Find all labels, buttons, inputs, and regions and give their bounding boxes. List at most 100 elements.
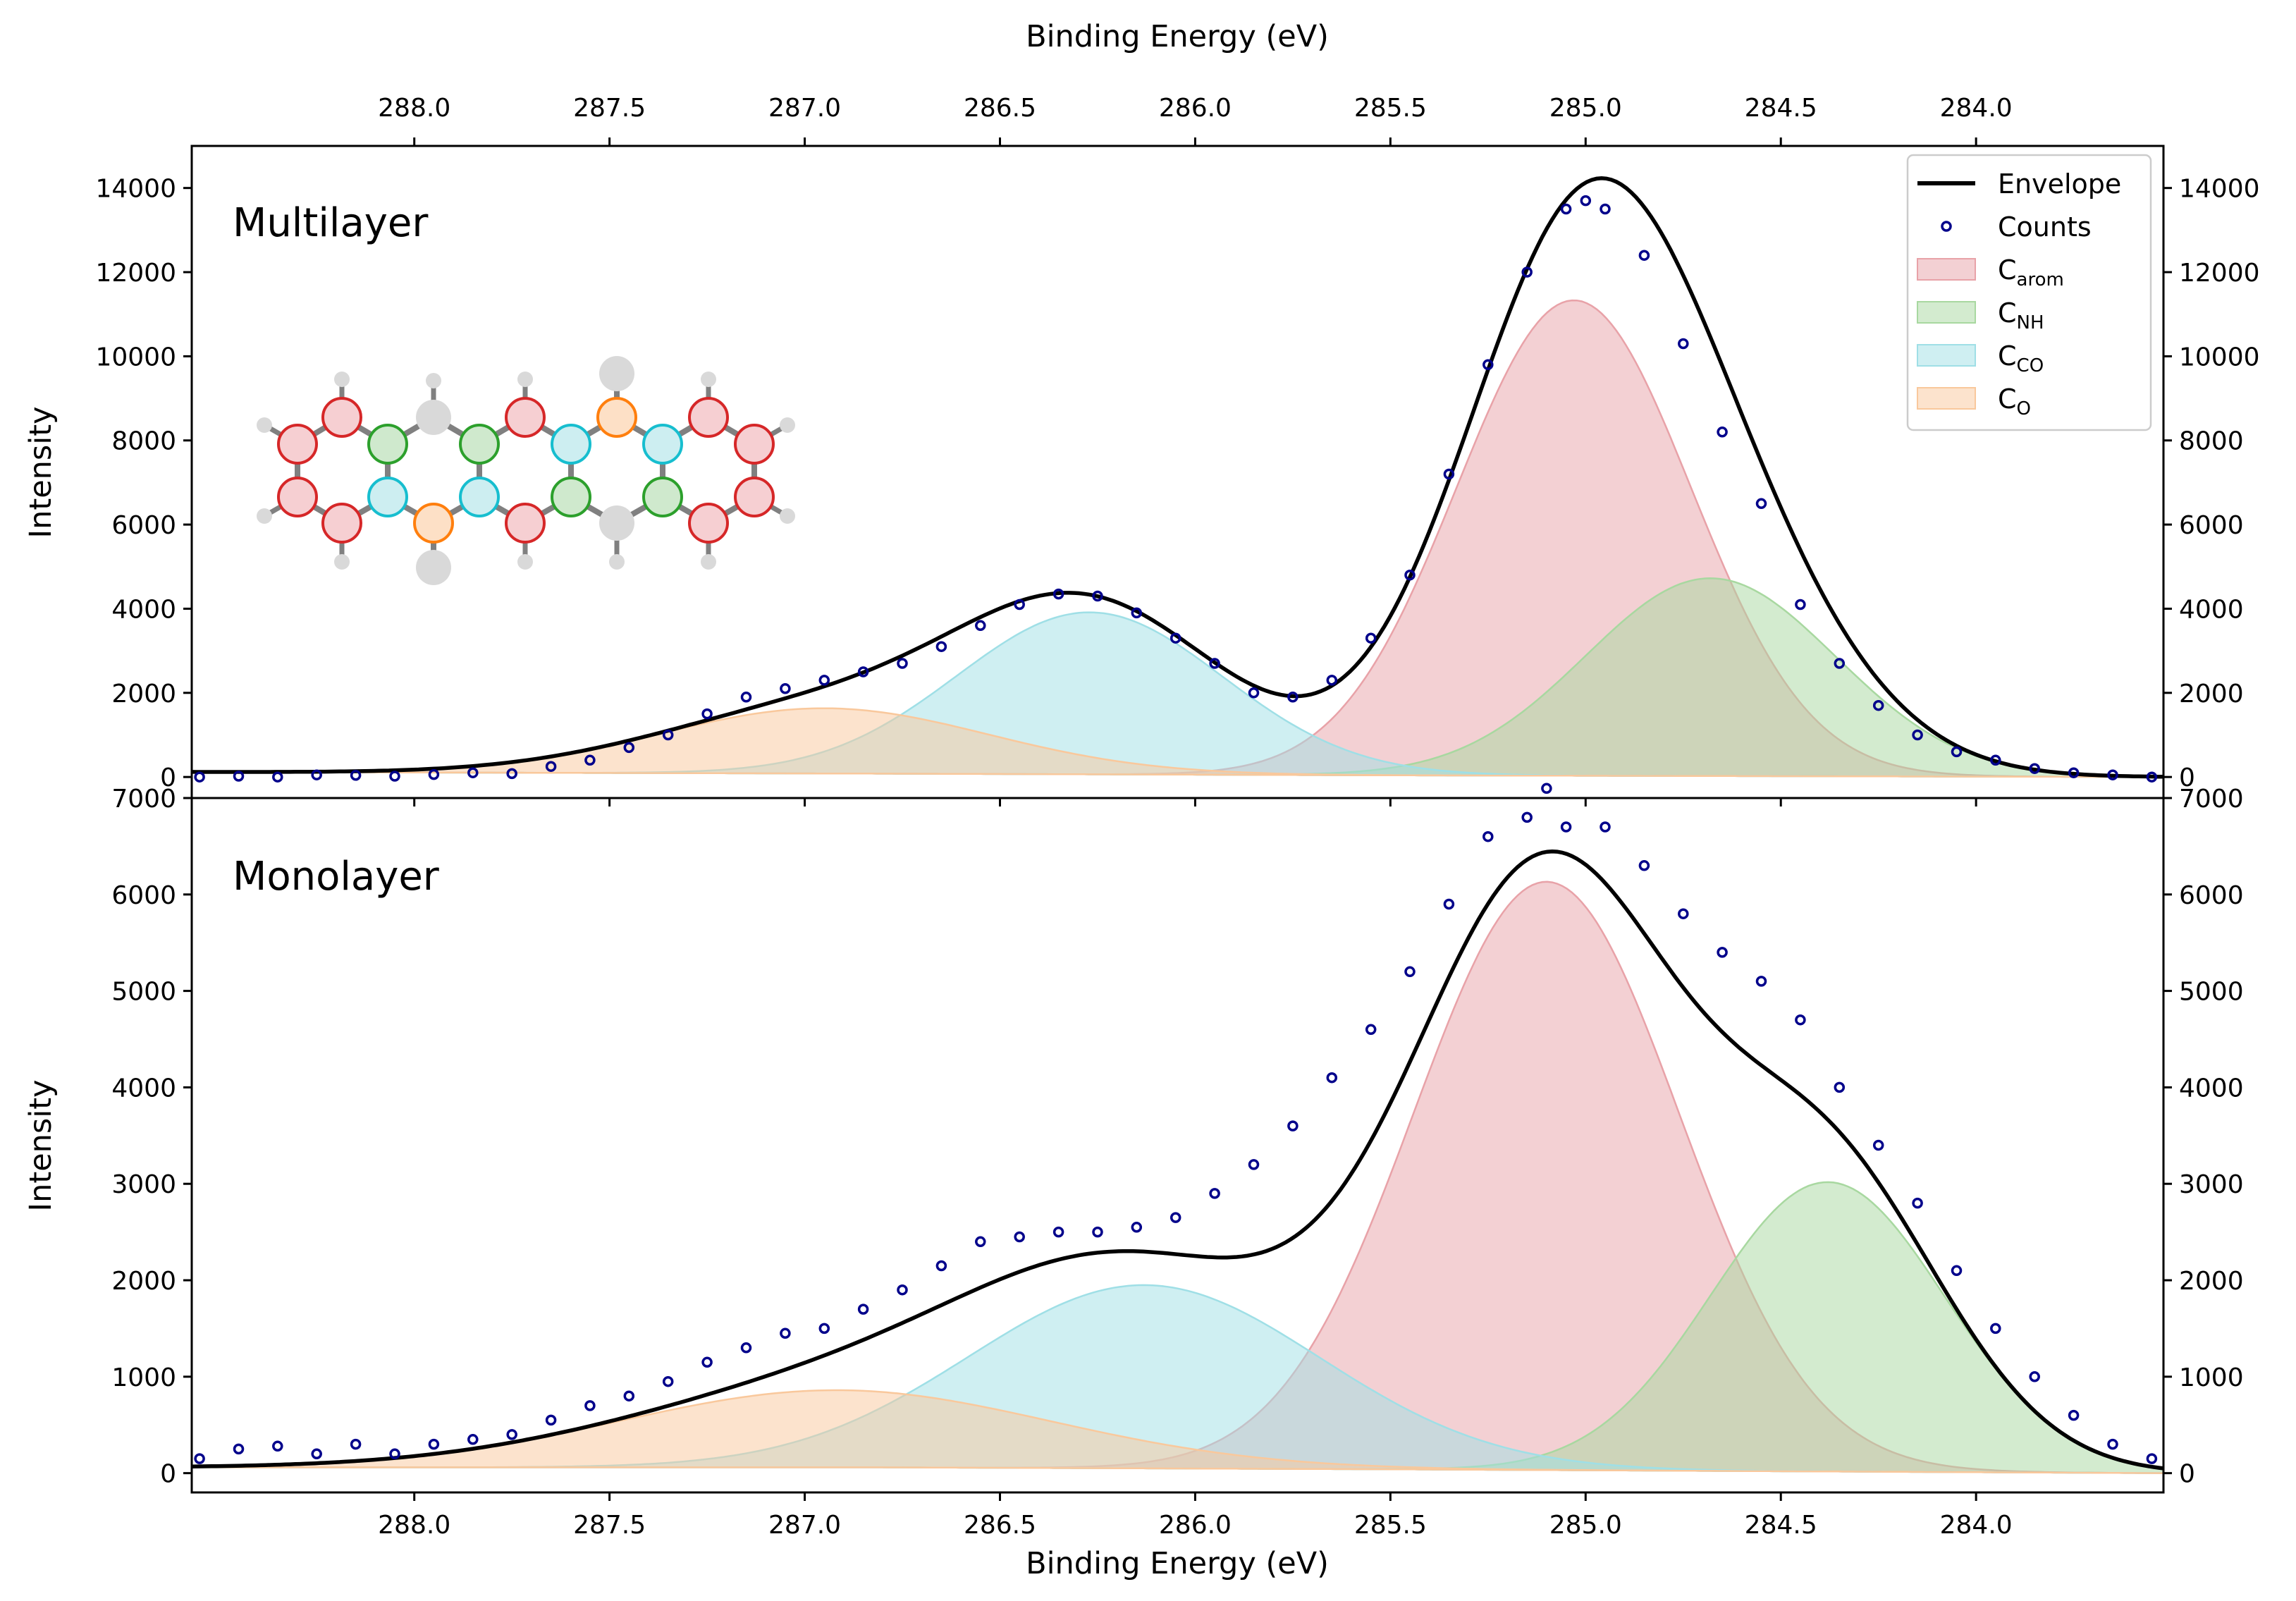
count-point <box>272 1440 283 1452</box>
y-tick-label-left: 5000 <box>111 978 176 1007</box>
x-tick-label: 284.5 <box>1745 94 1817 123</box>
count-point <box>1052 588 1064 600</box>
x-tick-label: 285.5 <box>1354 94 1427 123</box>
carbon-atom <box>642 477 683 517</box>
monolayer-y-ticks: 0 0 1000 1000 2000 2000 3000 3000 4000 4000 5000 50… <box>111 785 2243 1489</box>
carbon-atom <box>596 397 637 438</box>
hydrogen-atom <box>334 372 350 387</box>
legend-area-swatch <box>1917 387 1976 410</box>
count-point <box>1990 1323 2001 1335</box>
hydrogen-atom <box>780 417 795 433</box>
nitrogen-atom <box>599 505 634 541</box>
carbon-atom <box>413 503 454 544</box>
count-point <box>740 692 752 703</box>
count-point <box>897 1284 908 1296</box>
count-point <box>1131 1222 1143 1233</box>
count-point <box>1287 1120 1299 1131</box>
count-point <box>233 771 245 782</box>
legend-area-swatch <box>1917 258 1976 281</box>
y-tick-label-right: 12000 <box>2179 259 2260 288</box>
count-point <box>1717 947 1728 958</box>
carbon-atom <box>734 477 775 517</box>
monolayer-counts <box>194 783 2158 1464</box>
carbon-atom <box>505 397 546 438</box>
count-point <box>1912 729 1923 741</box>
x-tick-label: 286.0 <box>1159 1511 1232 1540</box>
count-point <box>975 1236 986 1248</box>
count-point <box>1717 427 1728 438</box>
count-point <box>1404 966 1416 978</box>
x-tick-label: 287.0 <box>768 1511 841 1540</box>
count-point <box>780 683 791 694</box>
y-tick-label-right: 2000 <box>2179 1267 2244 1296</box>
hydrogen-atom <box>609 554 625 570</box>
multilayer-components <box>190 299 2165 778</box>
y-tick-label-left: 6000 <box>111 881 176 910</box>
count-point <box>233 1443 245 1455</box>
count-point <box>311 1448 322 1460</box>
count-point <box>350 770 362 781</box>
y-tick-label-right: 7000 <box>2179 785 2244 814</box>
count-point <box>1482 359 1494 371</box>
x-tick-label: 284.0 <box>1940 94 2013 123</box>
count-point <box>1990 754 2001 766</box>
legend-entry: Carom <box>1917 254 2064 290</box>
count-point <box>1951 746 1963 758</box>
y-tick-label-left: 4000 <box>111 1074 176 1103</box>
count-point <box>389 771 400 782</box>
multilayer-envelope <box>191 176 2164 779</box>
count-point <box>1404 569 1416 581</box>
count-point <box>1600 203 1611 215</box>
count-point <box>662 729 674 741</box>
count-point <box>818 1323 830 1335</box>
count-point <box>1092 1226 1103 1238</box>
carbon-atom <box>551 424 591 465</box>
count-point <box>701 708 713 720</box>
count-point <box>467 1434 479 1445</box>
y-tick-label-right: 14000 <box>2179 175 2260 204</box>
carbon-atom <box>459 477 500 517</box>
count-point <box>389 1448 400 1460</box>
molecule-inset <box>257 356 795 585</box>
count-point <box>1755 498 1767 510</box>
legend-area-swatch <box>1917 301 1976 324</box>
count-point <box>1443 898 1455 910</box>
y-tick-label-right: 4000 <box>2179 595 2244 624</box>
count-point <box>1092 590 1103 602</box>
carbon-atom <box>642 424 683 465</box>
count-point <box>1678 338 1689 350</box>
count-point <box>897 658 908 669</box>
oxygen-atom <box>416 550 451 585</box>
count-point <box>818 675 830 686</box>
count-point <box>1834 658 1846 669</box>
y-tick-label-left: 3000 <box>111 1170 176 1199</box>
count-point <box>1678 908 1689 919</box>
component-c-o <box>190 1389 2163 1474</box>
carbon-atom <box>277 424 318 465</box>
legend-area-swatch <box>1917 344 1976 367</box>
carbon-atom <box>367 477 408 517</box>
y-tick-label-left: 6000 <box>111 511 176 540</box>
x-tick-label: 284.5 <box>1745 1511 1817 1540</box>
count-point <box>623 742 635 754</box>
count-point <box>1365 1024 1377 1036</box>
count-point <box>935 1260 947 1272</box>
legend-entry: CNH <box>1917 297 2044 333</box>
count-point <box>1872 1139 1884 1151</box>
count-point <box>194 771 205 783</box>
count-point <box>584 1400 596 1411</box>
count-point <box>1834 1081 1846 1093</box>
count-point <box>2068 767 2080 778</box>
count-point <box>272 771 283 783</box>
x-tick-label: 286.5 <box>964 94 1036 123</box>
x-tick-label: 286.0 <box>1159 94 1232 123</box>
count-point <box>2146 1453 2158 1464</box>
monolayer-x-ticks: 288.0 287.5 287.0 286.5 286.0 285.5 285.0 284.5… <box>378 1492 2013 1540</box>
count-point <box>1541 783 1552 795</box>
count-point <box>662 1375 674 1387</box>
x-tick-label: 286.5 <box>964 1511 1036 1540</box>
count-point <box>1326 675 1338 686</box>
y-tick-label-left: 14000 <box>95 175 176 204</box>
y-tick-label-left: 10000 <box>95 343 176 372</box>
